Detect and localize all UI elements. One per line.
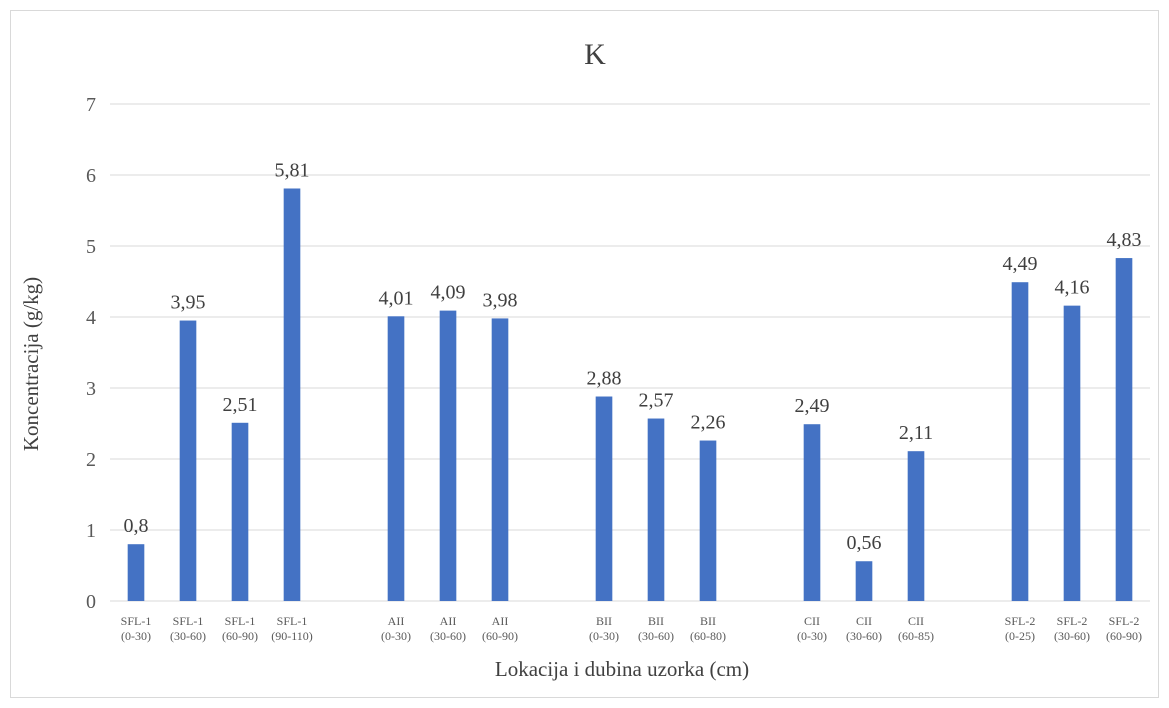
x-tick-label: SFL-1 <box>225 614 256 628</box>
bar <box>1063 305 1081 601</box>
data-label: 2,26 <box>691 412 726 434</box>
bar <box>1115 258 1133 601</box>
chart-frame <box>10 10 1159 698</box>
x-tick-depth-label: (30-60) <box>638 629 674 643</box>
x-tick-depth-label: (30-60) <box>846 629 882 643</box>
bar <box>1011 282 1029 601</box>
x-tick-depth-label: (60-85) <box>898 629 934 643</box>
y-tick-label: 2 <box>86 449 96 471</box>
bar <box>387 316 405 601</box>
x-tick-label: AII <box>388 614 405 628</box>
data-label: 2,57 <box>639 390 674 412</box>
x-axis-label: Lokacija i dubina uzorka (cm) <box>495 657 749 681</box>
x-tick-depth-label: (0-30) <box>381 629 411 643</box>
x-tick-depth-label: (0-30) <box>121 629 151 643</box>
bar <box>699 440 717 601</box>
gridlines <box>110 103 1150 602</box>
x-tick-label: SFL-1 <box>173 614 204 628</box>
x-tick-depth-label: (30-60) <box>430 629 466 643</box>
data-label: 4,49 <box>1003 253 1038 275</box>
x-tick-depth-label: (30-60) <box>1054 629 1090 643</box>
data-label: 2,51 <box>223 394 258 416</box>
x-tick-depth-label: (0-25) <box>1005 629 1035 643</box>
data-label: 2,49 <box>795 395 830 417</box>
x-tick-label: SFL-2 <box>1057 614 1088 628</box>
bar <box>855 561 873 601</box>
y-tick-label: 0 <box>86 591 96 613</box>
x-tick-label: AII <box>440 614 457 628</box>
x-tick-label: SFL-1 <box>277 614 308 628</box>
bar <box>491 318 509 601</box>
data-label: 3,98 <box>483 289 518 311</box>
x-tick-depth-label: (60-90) <box>1106 629 1142 643</box>
data-label: 2,88 <box>587 368 622 390</box>
data-label: 4,09 <box>431 282 466 304</box>
chart-title: K <box>584 38 606 71</box>
bar <box>283 188 301 602</box>
bar <box>907 451 925 601</box>
bar <box>179 320 197 601</box>
y-tick-label: 7 <box>86 94 96 116</box>
x-tick-label: CII <box>804 614 820 628</box>
bars <box>127 188 1133 602</box>
data-label: 0,56 <box>847 532 882 554</box>
x-tick-depth-label: (60-90) <box>482 629 518 643</box>
x-tick-label: BII <box>700 614 716 628</box>
x-tick-depth-label: (90-110) <box>271 629 313 643</box>
data-label: 4,01 <box>379 287 414 309</box>
y-tick-label: 1 <box>86 520 96 542</box>
bar <box>647 418 665 601</box>
data-labels: 0,8 3,95 2,51 5,81 4,01 4,09 3,98 2,88 2,57 2,26 2… <box>124 159 1142 554</box>
data-label: 5,81 <box>275 159 310 181</box>
data-label: 3,95 <box>171 292 206 314</box>
x-tick-label: SFL-2 <box>1005 614 1036 628</box>
x-tick-depth-label: (60-80) <box>690 629 726 643</box>
y-tick-label: 6 <box>86 165 96 187</box>
data-label: 0,8 <box>124 515 149 537</box>
y-tick-labels: 0 1 2 3 4 5 6 7 <box>86 94 96 613</box>
y-tick-label: 5 <box>86 236 96 258</box>
x-tick-label: BII <box>596 614 612 628</box>
bar <box>439 310 457 601</box>
y-axis-label: Koncentracija (g/kg) <box>19 277 43 451</box>
data-label: 4,83 <box>1107 229 1142 251</box>
bar <box>803 424 821 601</box>
data-label: 4,16 <box>1055 277 1090 299</box>
bar <box>595 396 613 601</box>
x-tick-labels: SFL-1(0-30)SFL-1(30-60)SFL-1(60-90)SFL-1… <box>121 614 1142 643</box>
bar <box>127 544 145 601</box>
x-tick-label: SFL-2 <box>1109 614 1140 628</box>
x-tick-label: AII <box>492 614 509 628</box>
y-tick-label: 4 <box>86 307 96 329</box>
data-label: 2,11 <box>899 422 933 444</box>
y-tick-label: 3 <box>86 378 96 400</box>
x-tick-label: BII <box>648 614 664 628</box>
bar <box>231 422 249 601</box>
x-tick-depth-label: (0-30) <box>797 629 827 643</box>
x-tick-depth-label: (0-30) <box>589 629 619 643</box>
x-tick-depth-label: (60-90) <box>222 629 258 643</box>
x-tick-label: CII <box>856 614 872 628</box>
x-tick-label: CII <box>908 614 924 628</box>
x-tick-depth-label: (30-60) <box>170 629 206 643</box>
x-tick-label: SFL-1 <box>121 614 152 628</box>
